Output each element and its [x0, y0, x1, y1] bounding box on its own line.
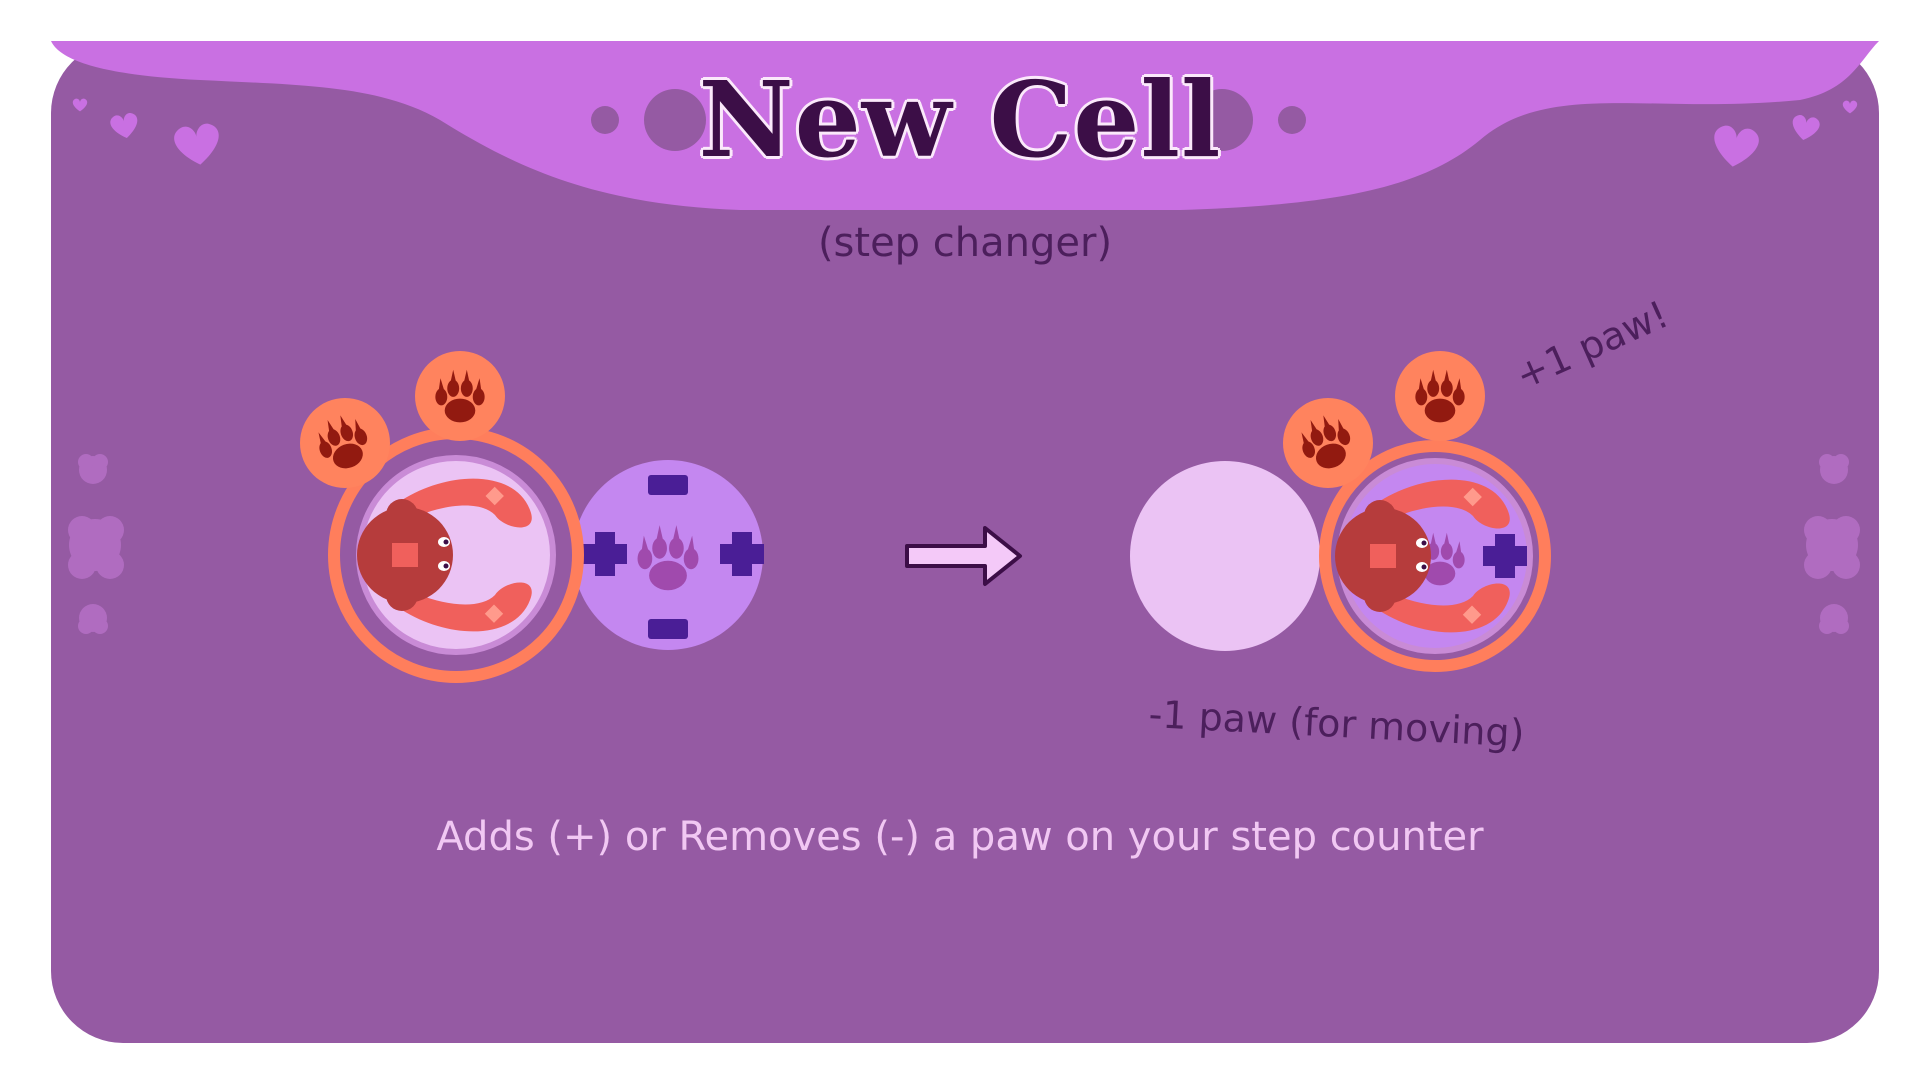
heart-icon-group-right	[1710, 100, 1858, 170]
side-decoration-right	[1804, 454, 1860, 634]
page-title: New Cell	[698, 58, 1222, 181]
minus-icon	[648, 619, 688, 639]
right-arrow-icon	[905, 526, 1022, 586]
subtitle: (step changer)	[817, 220, 1113, 266]
plus-icon	[583, 532, 627, 576]
paw-badge	[1283, 398, 1373, 488]
paw-badge	[1395, 351, 1485, 441]
paw-badge	[415, 351, 505, 441]
plus-icon	[1483, 534, 1527, 578]
description-text: Adds (+) or Removes (-) a paw on your st…	[436, 814, 1484, 860]
step-changer-cell	[573, 460, 764, 650]
paw-badge	[300, 398, 390, 488]
minus-icon	[648, 475, 688, 495]
header-banner	[51, 41, 1879, 210]
player-cell-after	[1319, 440, 1551, 672]
side-decoration-left	[68, 454, 124, 634]
plus-icon	[720, 532, 764, 576]
header-dots	[591, 89, 1306, 151]
heart-icon-group-left	[72, 98, 223, 168]
empty-cell	[1130, 461, 1320, 651]
